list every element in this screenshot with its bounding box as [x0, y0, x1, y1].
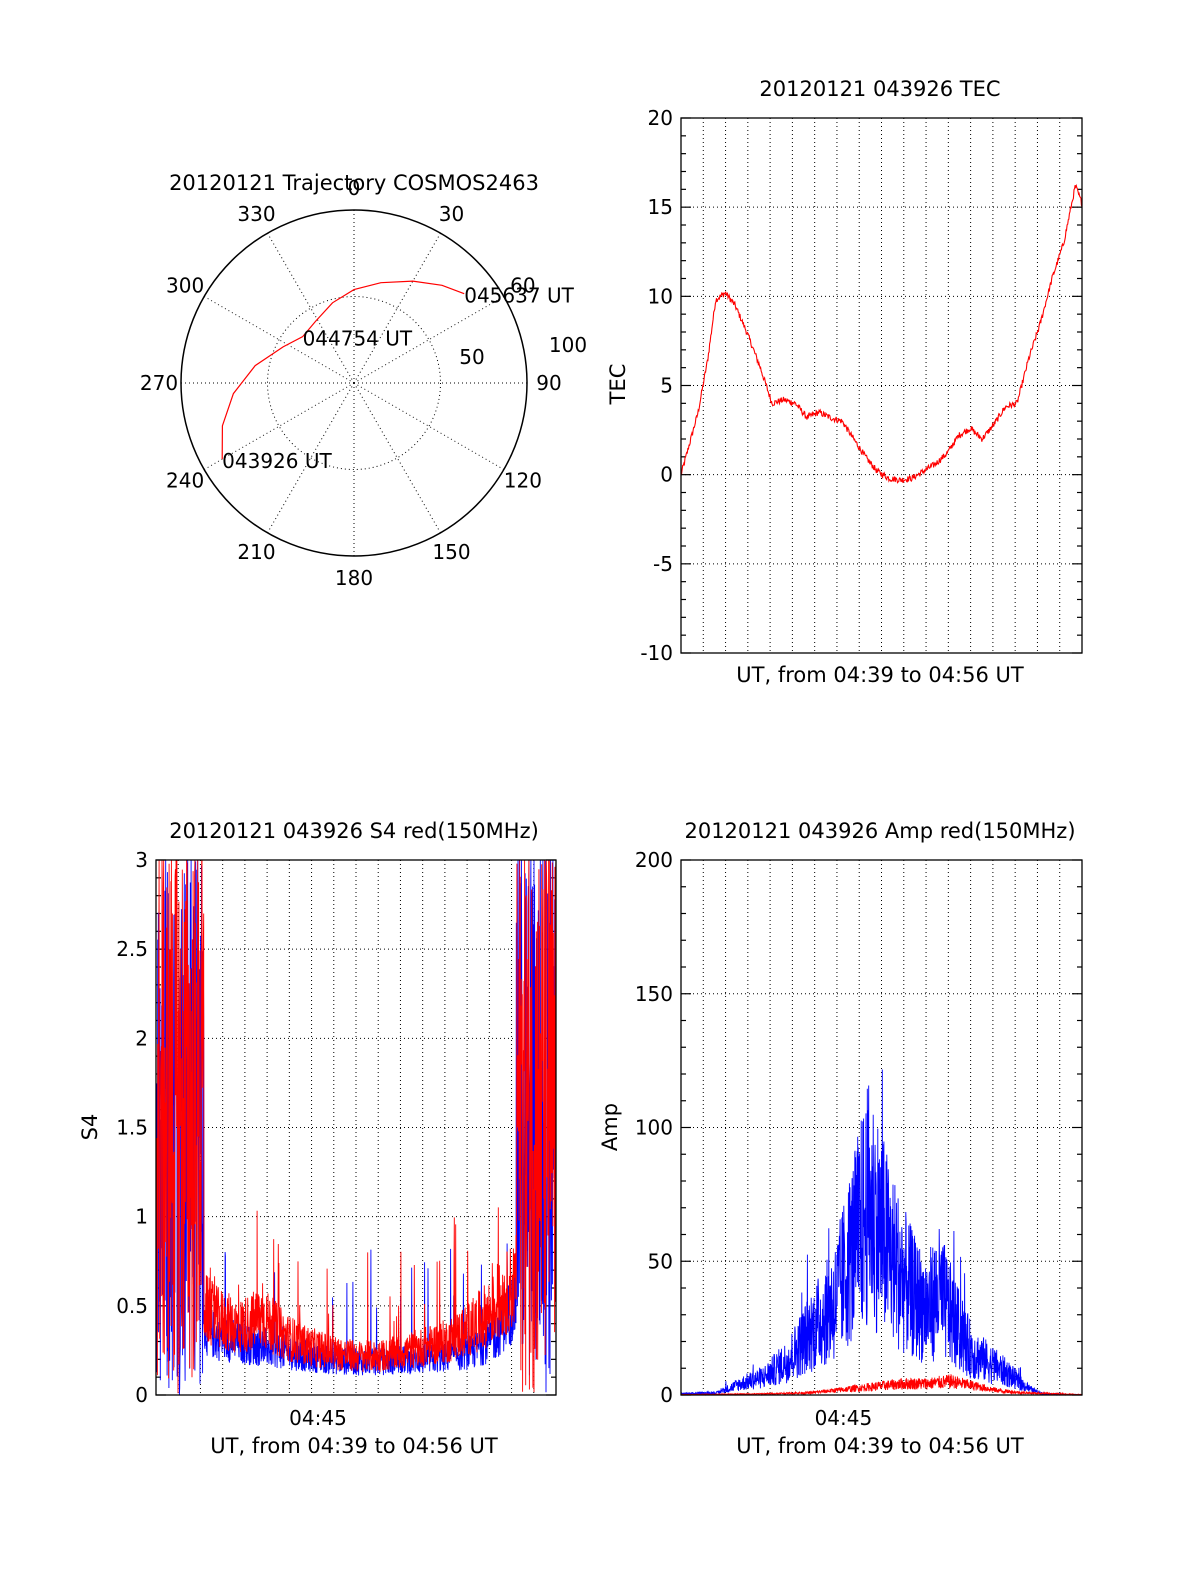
polar-angle-tick-label: 240 — [166, 469, 204, 493]
polar-grid-spoke — [203, 296, 355, 384]
y-tick-label: 2 — [135, 1026, 148, 1050]
y-tick-label: 0 — [135, 1383, 148, 1407]
series-line-0 — [680, 183, 1083, 484]
polar-angle-tick-label: 60 — [510, 274, 535, 298]
tec-chart: 20120121 043926 TEC TEC UT, from 04:39 t… — [606, 77, 1083, 687]
y-tick-label: 50 — [648, 1249, 673, 1273]
y-tick-label: -5 — [653, 552, 673, 576]
y-tick-label: 200 — [635, 848, 673, 872]
polar-grid-circle — [267, 296, 441, 470]
s4-series — [155, 859, 557, 1395]
polar-grid-spoke — [267, 232, 355, 384]
polar-tick-labels: 0 30 60 90 120 150 180 210 240 270 300 330 50 100 — [140, 176, 587, 590]
s4-y-axis-label: S4 — [78, 1114, 102, 1141]
polar-grid-spoke — [267, 382, 355, 534]
y-tick-label: 1 — [135, 1205, 148, 1229]
s4-tick-labels: 0 0.5 1 1.5 2 2.5 3 04:45 — [116, 848, 347, 1430]
y-tick-label: 1.5 — [116, 1116, 148, 1140]
polar-angle-tick-label: 150 — [432, 540, 470, 564]
polar-angle-tick-label: 0 — [348, 176, 361, 200]
series-line-0 — [680, 1069, 1083, 1397]
s4-x-axis-label: UT, from 04:39 to 04:56 UT — [210, 1434, 498, 1458]
polar-grid-spoke — [353, 382, 441, 534]
x-tick-label: 04:45 — [289, 1406, 347, 1430]
polar-angle-tick-label: 270 — [140, 371, 178, 395]
y-tick-label: -10 — [640, 641, 673, 665]
polar-grid-spoke — [203, 382, 355, 470]
y-tick-label: 0 — [660, 463, 673, 487]
tec-chart-title: 20120121 043926 TEC — [759, 77, 1000, 101]
s4-plot-frame — [155, 859, 557, 1396]
y-tick-label: 0.5 — [116, 1294, 148, 1318]
amp-grid — [681, 859, 1082, 1396]
s4-chart-title: 20120121 043926 S4 red(150MHz) — [169, 819, 539, 843]
polar-angle-tick-label: 180 — [335, 566, 373, 590]
tec-plot-frame — [680, 117, 1083, 654]
polar-grid-spoke — [353, 382, 505, 470]
polar-chart-title: 20120121 Trajectory COSMOS2463 — [169, 171, 539, 195]
amp-series — [680, 1069, 1083, 1397]
tec-tick-labels: -10 -5 0 5 10 15 20 — [640, 106, 673, 665]
amp-plot-frame — [680, 859, 1083, 1396]
polar-angle-tick-label: 300 — [166, 274, 204, 298]
polar-trajectory-chart: 20120121 Trajectory COSMOS2463 0 30 60 90 12… — [140, 171, 587, 590]
polar-angle-tick-label: 90 — [536, 371, 561, 395]
polar-angle-tick-label: 120 — [504, 469, 542, 493]
s4-chart: 20120121 043926 S4 red(150MHz) S4 UT, fr… — [78, 819, 557, 1458]
polar-grid — [180, 209, 528, 557]
y-tick-label: 5 — [660, 374, 673, 398]
series-line-1 — [680, 1374, 1083, 1397]
polar-annotation: 043926 UT — [222, 449, 332, 473]
polar-angle-tick-label: 330 — [237, 202, 275, 226]
tec-series — [680, 183, 1083, 484]
y-tick-label: 2.5 — [116, 937, 148, 961]
y-tick-label: 3 — [135, 848, 148, 872]
polar-angle-tick-label: 30 — [439, 202, 464, 226]
y-tick-label: 15 — [648, 195, 673, 219]
polar-annotation: 044754 UT — [303, 327, 413, 351]
amp-tick-labels: 0 50 100 150 200 04:45 — [635, 848, 872, 1430]
tec-y-axis-label: TEC — [606, 364, 630, 406]
polar-annotation: 045637 UT — [464, 284, 574, 308]
polar-annotations: 043926 UT 044754 UT 045637 UT — [222, 284, 574, 473]
polar-grid-spoke — [353, 296, 505, 384]
series-line-1 — [155, 859, 557, 1394]
polar-angle-tick-label: 210 — [237, 540, 275, 564]
y-tick-label: 100 — [635, 1116, 673, 1140]
amp-chart: 20120121 043926 Amp red(150MHz) Amp UT, … — [598, 819, 1083, 1458]
polar-radius-tick-label: 50 — [459, 345, 484, 369]
polar-radius-tick-label: 100 — [549, 333, 587, 357]
polar-trajectory-line — [221, 280, 465, 460]
x-tick-label: 04:45 — [815, 1406, 873, 1430]
amp-x-axis-label: UT, from 04:39 to 04:56 UT — [736, 1434, 1024, 1458]
y-tick-label: 10 — [648, 284, 673, 308]
tec-x-axis-label: UT, from 04:39 to 04:56 UT — [736, 663, 1024, 687]
y-tick-label: 0 — [660, 1383, 673, 1407]
amp-chart-title: 20120121 043926 Amp red(150MHz) — [684, 819, 1075, 843]
polar-series — [221, 280, 465, 460]
polar-grid-spoke — [353, 232, 441, 384]
y-tick-label: 150 — [635, 982, 673, 1006]
amp-y-axis-label: Amp — [598, 1103, 622, 1151]
y-tick-label: 20 — [648, 106, 673, 130]
